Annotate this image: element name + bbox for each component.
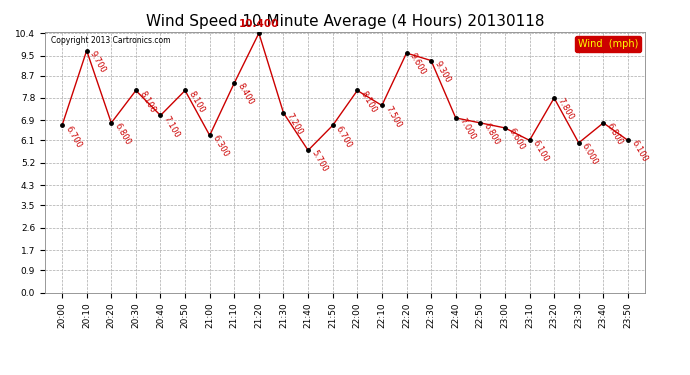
Text: 6.300: 6.300 — [211, 134, 231, 159]
Text: 5.700: 5.700 — [310, 149, 329, 174]
Text: 9.600: 9.600 — [408, 52, 428, 77]
Text: 7.800: 7.800 — [555, 97, 575, 122]
Text: 7.000: 7.000 — [457, 117, 477, 142]
Text: 10.400: 10.400 — [239, 19, 279, 29]
Text: 6.100: 6.100 — [531, 139, 551, 164]
Legend: Wind  (mph): Wind (mph) — [575, 36, 640, 52]
Text: 8.100: 8.100 — [186, 89, 206, 114]
Text: 9.700: 9.700 — [88, 49, 108, 74]
Text: 6.700: 6.700 — [334, 124, 354, 149]
Text: 8.100: 8.100 — [137, 89, 157, 114]
Text: 6.800: 6.800 — [482, 122, 502, 147]
Text: 6.800: 6.800 — [112, 122, 132, 147]
Text: 8.100: 8.100 — [359, 89, 378, 114]
Text: 6.700: 6.700 — [63, 124, 83, 149]
Text: 6.000: 6.000 — [580, 141, 600, 166]
Text: 9.300: 9.300 — [433, 59, 452, 84]
Text: 7.100: 7.100 — [162, 114, 181, 139]
Text: 6.100: 6.100 — [629, 139, 649, 164]
Text: 7.200: 7.200 — [285, 111, 304, 136]
Text: 6.800: 6.800 — [604, 122, 624, 147]
Text: 7.500: 7.500 — [383, 104, 403, 129]
Text: 6.600: 6.600 — [506, 126, 526, 152]
Title: Wind Speed 10 Minute Average (4 Hours) 20130118: Wind Speed 10 Minute Average (4 Hours) 2… — [146, 14, 544, 29]
Text: 8.400: 8.400 — [236, 82, 255, 106]
Text: Copyright 2013 Cartronics.com: Copyright 2013 Cartronics.com — [51, 36, 170, 45]
